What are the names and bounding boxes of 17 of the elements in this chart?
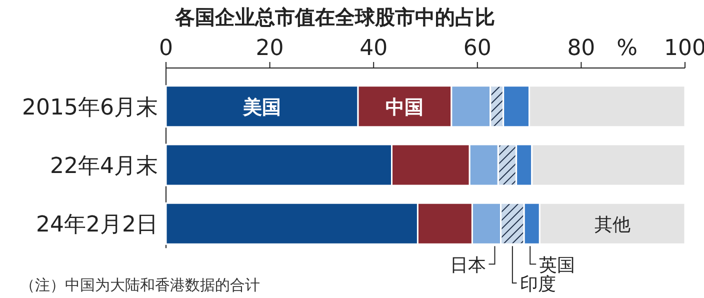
- x-tick-label: 0: [159, 36, 173, 61]
- text: （注）中国为大陆和香港数据的合计: [20, 276, 260, 294]
- x-tick-label: 80: [567, 36, 596, 61]
- x-tick-label: 20: [256, 36, 284, 61]
- y-tick-label: 24年2月2日: [36, 212, 158, 238]
- series-label: 美国: [242, 96, 282, 118]
- x-tick-label: 40: [360, 36, 388, 61]
- x-axis-title: %: [616, 36, 638, 61]
- series-label: 日本: [450, 255, 486, 276]
- series-label: 其他: [594, 214, 630, 236]
- chart-title: 各国企业总市值在全球股市中的占比: [174, 5, 495, 29]
- series-label: 中国: [386, 96, 424, 118]
- x-tick-label: 60: [463, 36, 492, 61]
- series-label: 英国: [539, 255, 576, 276]
- series-label: 印度: [520, 274, 556, 295]
- y-tick-label: 2015年6月末: [22, 95, 158, 120]
- y-tick-label: 22年4月末: [50, 154, 158, 179]
